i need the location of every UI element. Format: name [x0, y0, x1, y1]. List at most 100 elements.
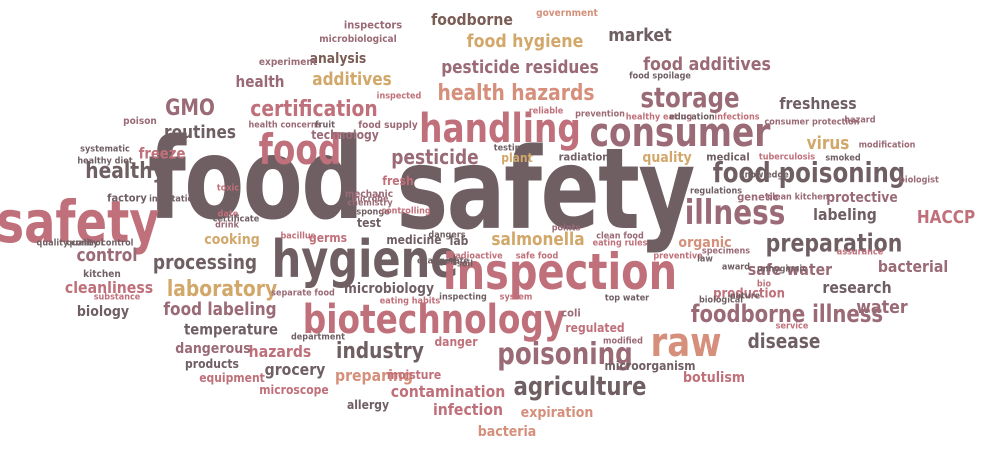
- cloud-word-production: production: [713, 286, 785, 302]
- cloud-word-inspected: inspected: [376, 91, 422, 102]
- cloud-word-preparing: preparing: [334, 366, 414, 385]
- cloud-word-market: market: [608, 25, 672, 46]
- cloud-word-soil: soil: [457, 259, 473, 270]
- cloud-word-health-concerns: health concerns: [248, 120, 322, 131]
- cloud-word-substance: substance: [93, 292, 141, 303]
- cloud-word-prevention: prevention: [575, 109, 625, 120]
- cloud-word-separate-food: separate food: [271, 288, 335, 299]
- cloud-word-food-labeling: food labeling: [163, 299, 277, 320]
- cloud-word-microscope: microscope: [259, 383, 329, 397]
- cloud-word-illness: illness: [684, 193, 786, 233]
- cloud-word-food-spoilage: food spoilage: [629, 71, 691, 82]
- cloud-word-inspectors: inspectors: [343, 18, 403, 32]
- cloud-word-clean-food: clean food: [596, 231, 644, 242]
- cloud-word-biological: biological: [698, 295, 744, 306]
- cloud-word-systematic: systematic: [80, 144, 130, 155]
- cloud-word-salmonella: salmonella: [491, 229, 585, 250]
- cloud-word-experiment: experiment: [258, 57, 318, 68]
- cloud-word-food: food: [147, 115, 364, 245]
- cloud-word-microorganism: microorganism: [604, 359, 696, 373]
- cloud-word-microbiological: microbiological: [319, 34, 397, 45]
- cloud-word-equipment: equipment: [199, 371, 265, 385]
- cloud-word-education: education: [669, 112, 715, 123]
- cloud-word-infections: infections: [714, 112, 760, 123]
- cloud-word-coli: coli: [561, 306, 581, 320]
- cloud-word-healthy: healthy: [85, 159, 165, 184]
- cloud-word-mechanic: mechanic: [344, 189, 394, 200]
- cloud-word-biology: biology: [76, 304, 130, 320]
- cloud-word-hygiene: hygiene: [271, 230, 459, 290]
- cloud-word-law: law: [697, 254, 713, 265]
- cloud-word-freshness: freshness: [779, 94, 857, 113]
- cloud-word-food-hygiene: food hygiene: [466, 31, 584, 52]
- cloud-word-modified: modified: [603, 336, 643, 347]
- cloud-word-specimens: specimens: [701, 246, 751, 257]
- cloud-word-exaggerate: exaggerate: [416, 256, 470, 267]
- cloud-word-smoked: smoked: [825, 153, 861, 164]
- cloud-word-processing: processing: [152, 250, 258, 274]
- cloud-word-technology: technology: [311, 128, 379, 142]
- cloud-word-safe-food: safe food: [515, 251, 559, 262]
- cloud-word-gmo: GMO: [165, 96, 215, 121]
- cloud-word-control: control: [76, 245, 138, 266]
- cloud-word-bacillus: bacillus: [280, 231, 316, 242]
- cloud-word-service: service: [775, 321, 809, 332]
- cloud-word-radiation: radiation: [558, 150, 610, 164]
- cloud-word-expiration: expiration: [520, 405, 594, 421]
- cloud-word-routines: routines: [164, 122, 236, 143]
- cloud-word-healthy-eating: healthy eating: [625, 112, 693, 123]
- cloud-word-award: award: [721, 262, 751, 273]
- cloud-word-safety: safety: [396, 125, 695, 255]
- cloud-word-hazard: hazard: [844, 115, 876, 126]
- cloud-word-storage: storage: [640, 81, 740, 114]
- cloud-word-food-additives: food additives: [643, 54, 771, 75]
- cloud-word-cleanliness: cleanliness: [64, 278, 154, 297]
- cloud-word-safety: safety: [0, 188, 160, 256]
- cloud-word-poison: poison: [123, 116, 157, 127]
- cloud-word-organic: organic: [678, 235, 732, 251]
- cloud-word-biotechnology: biotechnology: [302, 297, 566, 343]
- cloud-word-date: date: [217, 209, 239, 220]
- cloud-word-tuberculosis: tuberculosis: [758, 152, 816, 163]
- cloud-word-hazards: hazards: [248, 342, 312, 361]
- cloud-word-microbiology: microbiology: [344, 281, 434, 297]
- cloud-word-medical: medical: [706, 150, 750, 164]
- cloud-word-industry: industry: [336, 339, 424, 364]
- cloud-word-laboratory: laboratory: [166, 277, 278, 302]
- cloud-word-safe-water: safe water: [747, 260, 833, 279]
- cloud-word-products: products: [185, 357, 239, 371]
- cloud-word-consumer: consumer: [589, 110, 771, 156]
- cloud-word-contamination: contamination: [390, 382, 506, 401]
- cloud-word-clean-kitchen: clean kitchen: [767, 192, 829, 203]
- cloud-word-plant: plant: [501, 151, 533, 165]
- cloud-word-dangerous: dangerous: [175, 341, 251, 357]
- cloud-word-health: health: [235, 72, 285, 91]
- cloud-word-pesticide-residues: pesticide residues: [441, 57, 599, 78]
- cloud-word-modification: modification: [858, 140, 916, 151]
- cloud-word-pesticide: pesticide: [391, 145, 479, 169]
- cloud-word-danger: danger: [434, 335, 478, 349]
- cloud-word-preparation: preparation: [765, 228, 903, 258]
- cloud-word-knowledge: knowledge: [739, 170, 789, 181]
- cloud-word-chemistry: chemistry: [347, 198, 393, 209]
- cloud-word-inspection: inspection: [442, 243, 678, 301]
- cloud-word-temperature: temperature: [183, 320, 279, 339]
- cloud-word-quality-control: quality control: [66, 238, 134, 249]
- cloud-word-raw: raw: [650, 320, 722, 366]
- cloud-word-radioactive: radioactive: [451, 251, 503, 262]
- cloud-word-fresh: fresh: [382, 174, 414, 188]
- cloud-word-certification: certification: [250, 97, 378, 122]
- cloud-word-analysis: analysis: [309, 51, 367, 67]
- cloud-word-freeze: freeze: [138, 144, 186, 163]
- cloud-word-nature: nature: [729, 291, 761, 302]
- cloud-word-protective: protective: [826, 190, 898, 206]
- cloud-word-unhygienic: unhygienic: [757, 264, 807, 275]
- cloud-word-food: food: [258, 125, 342, 174]
- cloud-word-agriculture: agriculture: [513, 372, 647, 402]
- cloud-word-consumer-protection: consumer protection: [764, 117, 860, 128]
- cloud-word-healthy-diet: healthy diet: [77, 156, 133, 167]
- cloud-word-preventive: preventive: [653, 251, 703, 262]
- cloud-word-points: points: [551, 223, 581, 234]
- cloud-word-fruit: fruit: [315, 120, 335, 131]
